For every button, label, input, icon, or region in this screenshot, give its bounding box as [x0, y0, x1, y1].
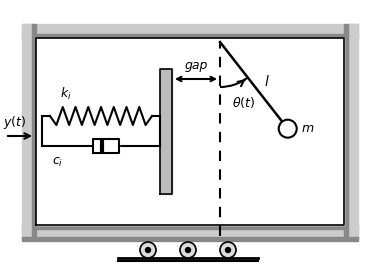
Circle shape — [140, 242, 156, 258]
Circle shape — [220, 242, 236, 258]
Text: $y(t)$: $y(t)$ — [3, 114, 26, 131]
Text: gap: gap — [184, 59, 208, 72]
Text: $k_i$: $k_i$ — [60, 86, 72, 102]
Text: $l$: $l$ — [264, 74, 270, 89]
Circle shape — [185, 248, 191, 252]
Circle shape — [180, 242, 196, 258]
Circle shape — [279, 120, 297, 138]
Text: $m$: $m$ — [301, 122, 314, 135]
Circle shape — [146, 248, 150, 252]
Text: $\theta(t)$: $\theta(t)$ — [232, 95, 255, 110]
Circle shape — [226, 248, 230, 252]
Text: $c_i$: $c_i$ — [52, 156, 63, 169]
